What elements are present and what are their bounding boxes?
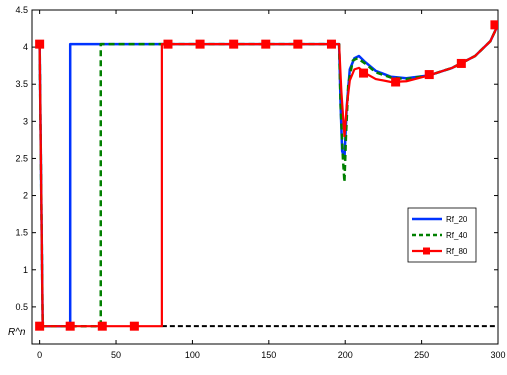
data-point-marker bbox=[97, 321, 107, 331]
axis-ticks: 0 50 100 150 200 250 300 0.5 1 1.5 2 2.5 3 3.5 4 4.5 bbox=[15, 5, 505, 360]
x-tick-label: 150 bbox=[261, 350, 276, 360]
series-lines bbox=[38, 24, 498, 328]
y-tick-label: 2 bbox=[23, 191, 28, 201]
data-point-marker bbox=[163, 39, 173, 49]
y-tick-label: 3 bbox=[23, 116, 28, 126]
data-point-marker bbox=[359, 68, 369, 78]
legend-marker bbox=[423, 247, 430, 255]
data-point-marker bbox=[293, 39, 303, 49]
series-markers bbox=[35, 20, 498, 331]
data-point-marker bbox=[35, 321, 45, 331]
y-tick-label: 4 bbox=[23, 42, 28, 52]
x-tick-label: 0 bbox=[37, 350, 42, 360]
data-point-marker bbox=[35, 39, 45, 49]
series-line-rf-80 bbox=[38, 24, 498, 328]
data-point-marker bbox=[195, 39, 205, 49]
x-tick-label: 200 bbox=[338, 350, 353, 360]
data-point-marker bbox=[456, 58, 466, 68]
data-point-marker bbox=[326, 39, 336, 49]
y-tick-label: 1.5 bbox=[15, 228, 28, 238]
data-point-marker bbox=[490, 20, 498, 30]
data-point-marker bbox=[261, 39, 271, 49]
legend: Rf_20 Rf_40 Rf_80 bbox=[407, 207, 477, 263]
x-tick-label: 300 bbox=[490, 350, 505, 360]
plot-area bbox=[31, 9, 499, 345]
data-point-marker bbox=[391, 77, 401, 87]
x-tick-label: 50 bbox=[111, 350, 121, 360]
data-point-marker bbox=[65, 321, 75, 331]
data-point-marker bbox=[229, 39, 239, 49]
y-tick-label: 0.5 bbox=[15, 302, 28, 312]
x-tick-label: 250 bbox=[414, 350, 429, 360]
x-tick-label: 100 bbox=[185, 350, 200, 360]
y-tick-label: 3.5 bbox=[15, 79, 28, 89]
data-point-marker bbox=[424, 70, 434, 80]
legend-label: Rf_40 bbox=[446, 231, 468, 240]
data-point-marker bbox=[129, 321, 139, 331]
legend-label: Rf_80 bbox=[446, 247, 468, 256]
y-annotation: R^n bbox=[8, 327, 26, 338]
y-tick-label: 2.5 bbox=[15, 153, 28, 163]
y-tick-label: 1 bbox=[23, 265, 28, 275]
legend-label: Rf_20 bbox=[446, 215, 468, 224]
y-tick-label: 4.5 bbox=[15, 5, 28, 15]
